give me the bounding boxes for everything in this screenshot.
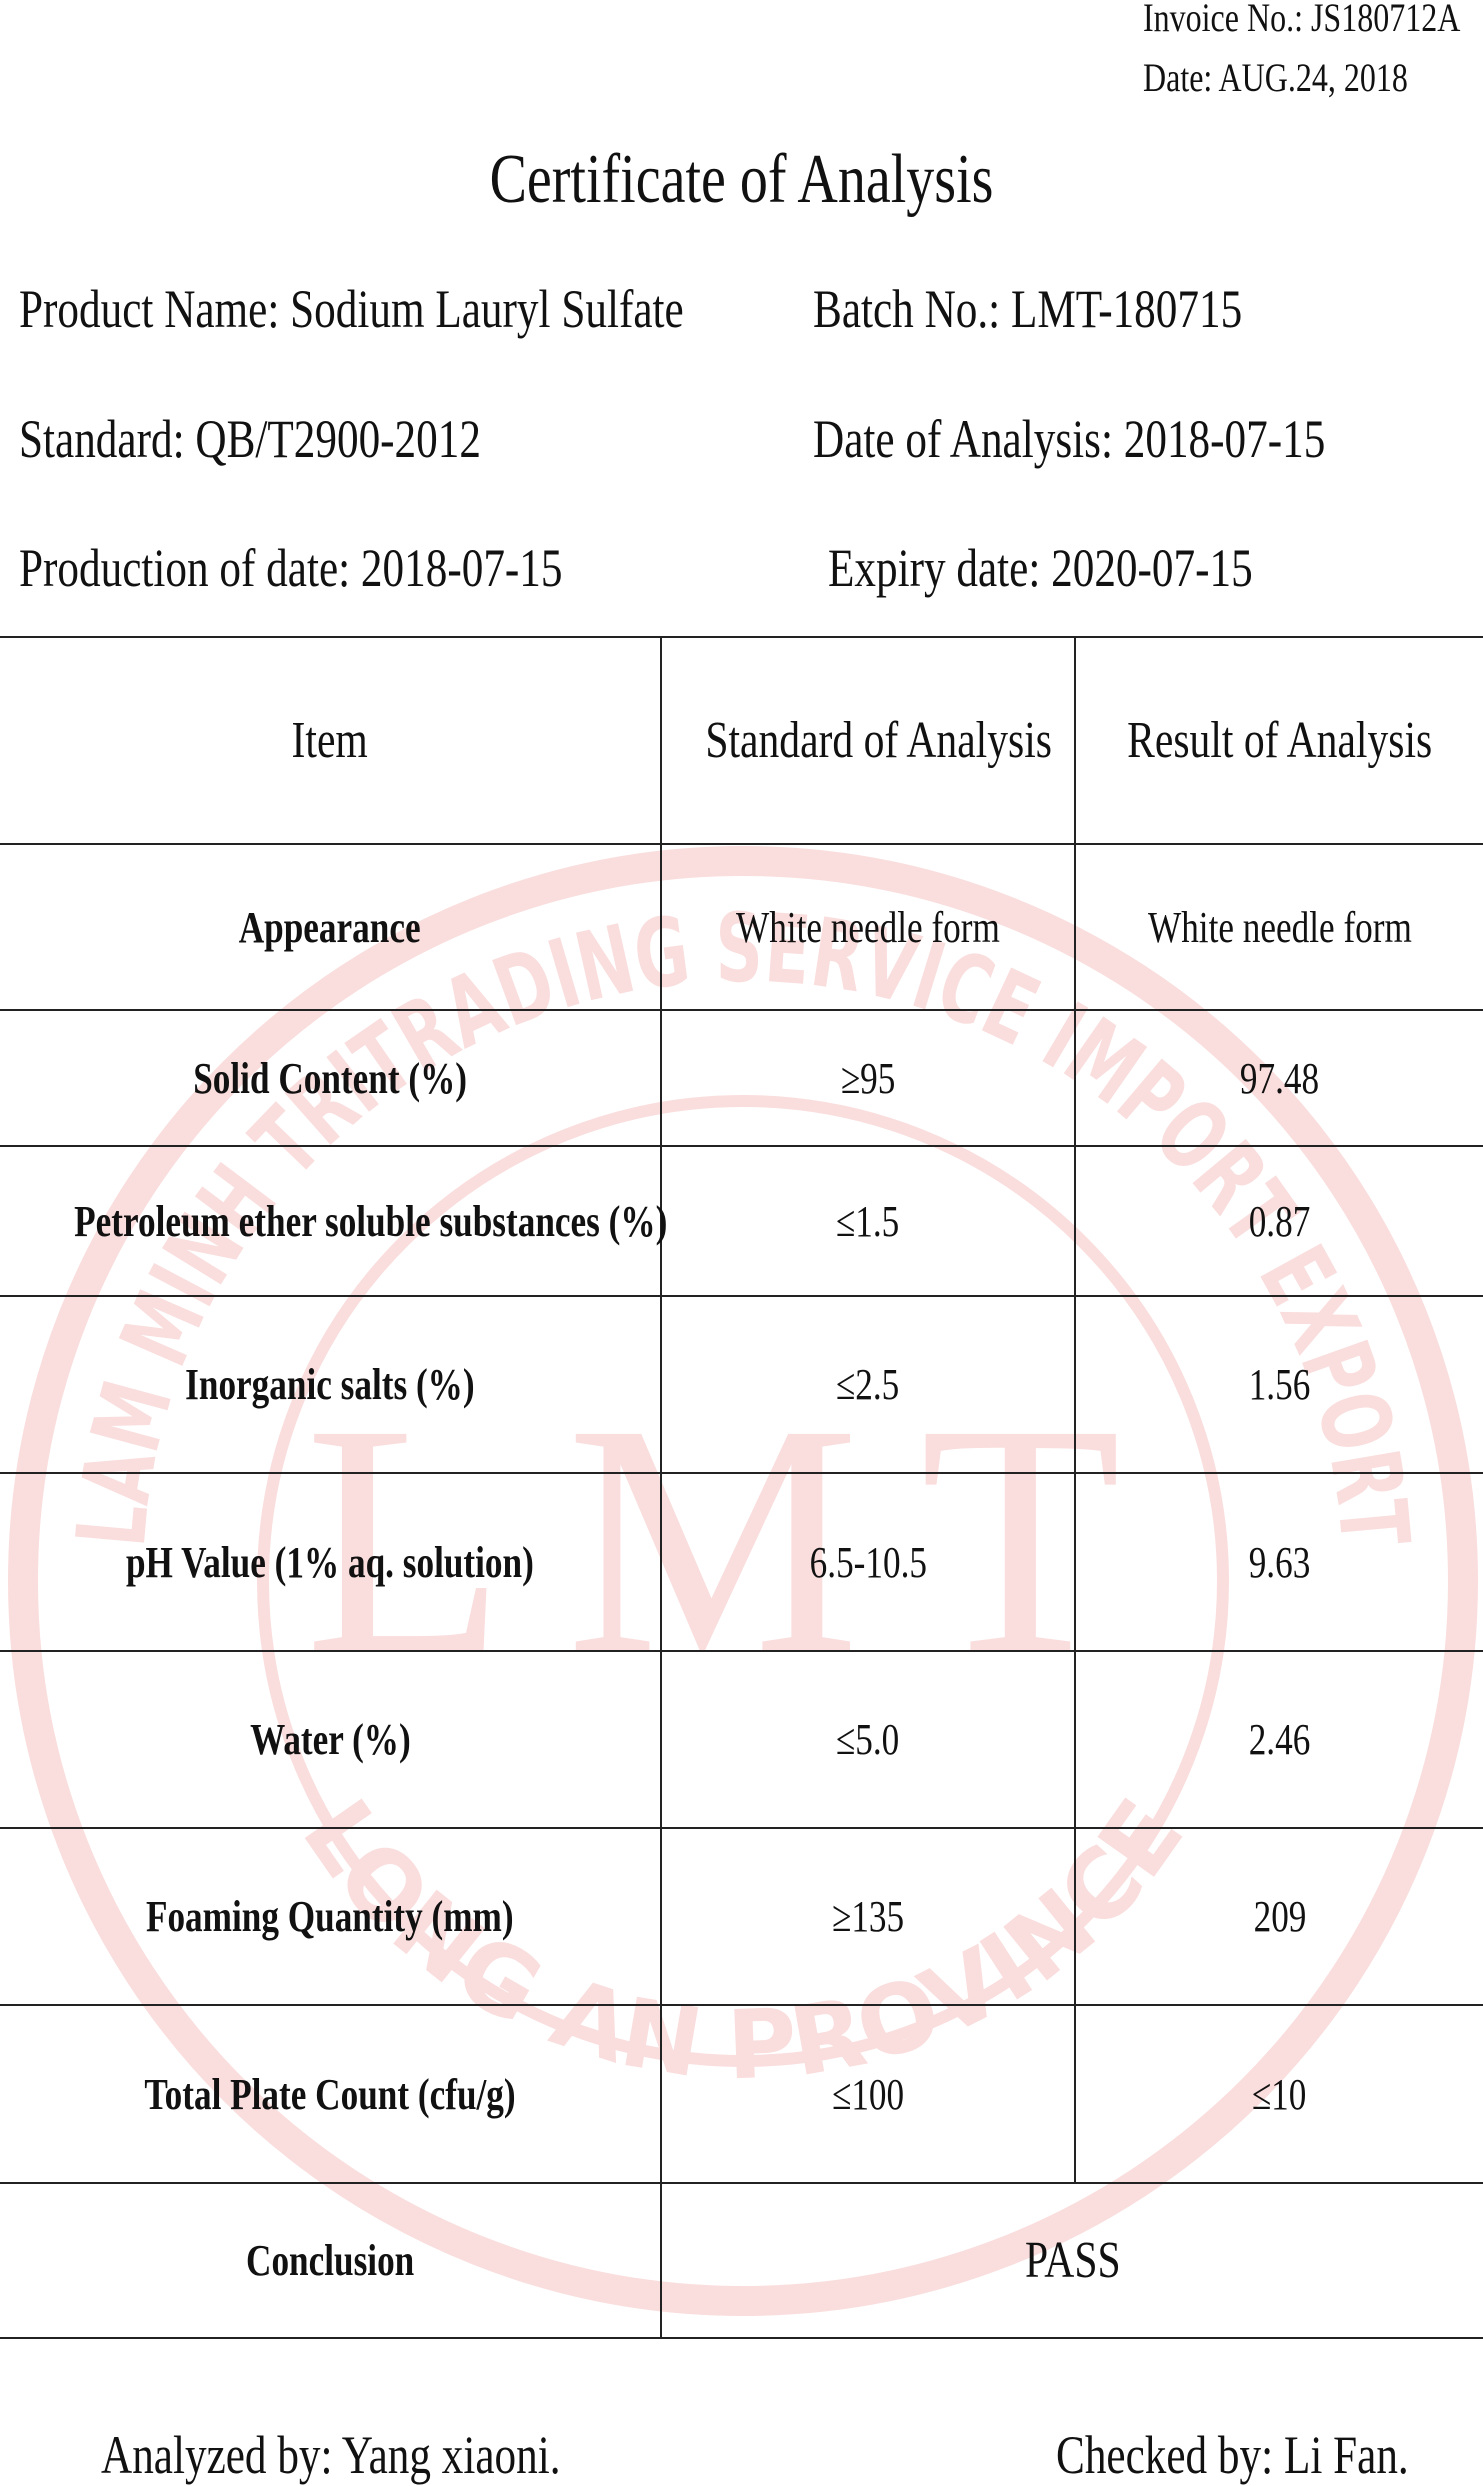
table-cell: Inorganic salts (%) — [0, 1295, 661, 1474]
table-row: Foaming Quantity (mm) ≥135 209 — [0, 1827, 1483, 2006]
table-cell: Conclusion — [0, 2182, 661, 2339]
cell-text: ≤5.0 — [836, 1715, 900, 1764]
table-cell: White needle form — [1074, 843, 1483, 1011]
table-cell: ≥135 — [660, 1827, 1075, 2006]
info: Expiry date: 2020-07-15 — [828, 538, 1253, 598]
table-cell: ≥95 — [660, 1009, 1075, 1147]
table-cell: 209 — [1074, 1827, 1483, 2006]
header-cell: Result of Analysis — [1126, 712, 1433, 769]
cell-text: ≥95 — [840, 1053, 896, 1103]
cell-text: Solid Content (%) — [193, 1053, 467, 1103]
header-row: Item Standard of Analysis Result of Anal… — [0, 636, 1483, 845]
table-cell: Appearance — [0, 843, 661, 1011]
table-cell: pH Value (1% aq. solution) — [0, 1472, 661, 1652]
table-cell: 2.46 — [1074, 1650, 1483, 1829]
analyzed-by: Analyzed by: Yang xiaoni. — [101, 2425, 561, 2485]
table-cell: 0.87 — [1074, 1145, 1483, 1297]
info: Standard: QB/T2900-2012 — [19, 409, 481, 469]
cell-text: pH Value (1% aq. solution) — [126, 1537, 534, 1587]
invoice-no: Invoice No.: JS180712A — [1143, 0, 1461, 40]
table-cell: Petroleum ether soluble substances (%) — [0, 1145, 667, 1297]
table-row: Appearance White needle form White needle … — [0, 843, 1483, 1011]
info: Production of date: 2018-07-15 — [19, 538, 563, 598]
table-row: Petroleum ether soluble substances (%) ≤1… — [0, 1145, 1483, 1297]
cell-text: 9.63 — [1248, 1537, 1311, 1587]
checked-by: Checked by: Li Fan. — [1056, 2425, 1409, 2485]
cell-text: Total Plate Count (cfu/g) — [144, 2069, 516, 2119]
conclusion-row: Conclusion PASS — [0, 2182, 1483, 2339]
header-cell: Item — [291, 712, 369, 769]
table-row: Water (%) ≤5.0 2.46 — [0, 1650, 1483, 1829]
info: Product Name: Sodium Lauryl Sulfate — [19, 279, 684, 339]
table-cell: Water (%) — [0, 1650, 661, 1829]
table-cell: Total Plate Count (cfu/g) — [0, 2004, 661, 2184]
cell-text: ≥135 — [831, 1892, 905, 1941]
table-cell: ≤2.5 — [660, 1295, 1075, 1474]
table-cell: 1.56 — [1074, 1295, 1483, 1474]
table-row: pH Value (1% aq. solution) 6.5-10.5 9.63 — [0, 1472, 1483, 1652]
table-row: Inorganic salts (%) ≤2.5 1.56 — [0, 1295, 1483, 1474]
table-cell: Solid Content (%) — [0, 1009, 661, 1147]
cell-text: 6.5-10.5 — [809, 1537, 927, 1587]
info: Batch No.: LMT-180715 — [813, 279, 1243, 339]
title: Certificate of Analysis — [489, 141, 994, 218]
cell-text: Water (%) — [249, 1715, 411, 1764]
cell-text: Inorganic salts (%) — [185, 1360, 475, 1409]
cell-text: ≤10 — [1252, 2069, 1307, 2119]
cell-text: White needle form — [736, 902, 1000, 952]
cell-text: Petroleum ether soluble substances (%) — [74, 1196, 668, 1246]
table-cell: PASS — [660, 2182, 1483, 2339]
cell-text: 1.56 — [1248, 1360, 1311, 1409]
cell-text: Appearance — [239, 902, 421, 952]
table-cell: ≤10 — [1074, 2004, 1483, 2184]
header-cell: Standard of Analysis — [705, 712, 1052, 769]
table-cell: ≤100 — [660, 2004, 1075, 2184]
table-row: Solid Content (%) ≥95 97.48 — [0, 1009, 1483, 1147]
cell-text: 2.46 — [1248, 1715, 1311, 1764]
cell-text: ≤100 — [831, 2069, 905, 2119]
table-cell: 9.63 — [1074, 1472, 1483, 1652]
cell-text: 97.48 — [1239, 1053, 1320, 1103]
invoice-date: Date: AUG.24, 2018 — [1143, 55, 1408, 100]
table-cell: White needle form — [660, 843, 1075, 1011]
table-cell: ≤1.5 — [660, 1145, 1075, 1297]
cell-text: 0.87 — [1248, 1196, 1311, 1246]
info: Date of Analysis: 2018-07-15 — [813, 409, 1326, 469]
table-row: Total Plate Count (cfu/g) ≤100 ≤10 — [0, 2004, 1483, 2184]
table-cell: 6.5-10.5 — [660, 1472, 1075, 1652]
cell-text: ≤2.5 — [836, 1360, 900, 1409]
cell-text: PASS — [1024, 2232, 1121, 2289]
cell-text: Conclusion — [245, 2236, 415, 2285]
table-cell: ≤5.0 — [660, 1650, 1075, 1829]
analysis-table: Item Standard of Analysis Result of Anal… — [0, 636, 1483, 2339]
table-cell: 97.48 — [1074, 1009, 1483, 1147]
cell-text: White needle form — [1147, 902, 1412, 952]
cell-text: 209 — [1253, 1892, 1306, 1941]
table-cell: Foaming Quantity (mm) — [0, 1827, 661, 2006]
cell-text: Foaming Quantity (mm) — [146, 1892, 514, 1941]
cell-text: ≤1.5 — [836, 1196, 900, 1246]
